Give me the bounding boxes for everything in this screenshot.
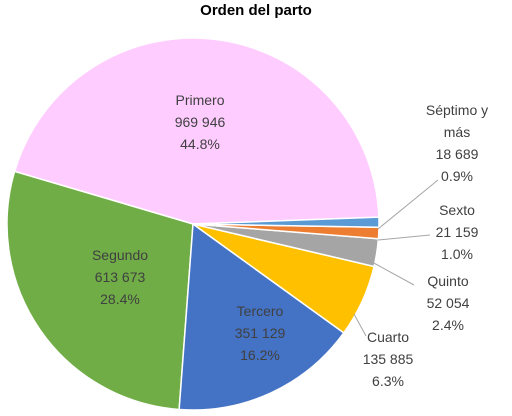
pie-slice bbox=[13, 37, 380, 225]
leader-line bbox=[353, 313, 367, 337]
slice-name: Quinto bbox=[427, 273, 469, 289]
slice-name: Tercero bbox=[236, 303, 284, 319]
value-label: 21 159 bbox=[435, 224, 479, 240]
value-label: 613 673 bbox=[94, 269, 146, 285]
chart-title: Orden del parto bbox=[200, 2, 312, 19]
value-label: 52 054 bbox=[426, 295, 470, 311]
pie-slice bbox=[6, 170, 194, 411]
percent-label: 2.4% bbox=[432, 317, 464, 333]
slice-name: Primero bbox=[175, 92, 225, 108]
value-label: 351 129 bbox=[234, 325, 286, 341]
value-label: 135 885 bbox=[362, 351, 414, 367]
pie-slice bbox=[178, 222, 345, 411]
percent-label: 6.3% bbox=[372, 373, 404, 389]
leader-line bbox=[377, 234, 431, 241]
slice-name: Séptimo y más bbox=[425, 102, 489, 140]
value-label: 18 689 bbox=[435, 146, 479, 162]
value-label: 969 946 bbox=[174, 114, 226, 130]
percent-label: 16.2% bbox=[240, 347, 280, 363]
slice-name: Sexto bbox=[439, 202, 475, 218]
percent-label: 28.4% bbox=[100, 291, 140, 307]
leader-line bbox=[377, 179, 439, 230]
percent-label: 1.0% bbox=[441, 246, 473, 262]
percent-label: 0.9% bbox=[441, 168, 473, 184]
pie-slice bbox=[192, 216, 380, 229]
slice-name: Cuarto bbox=[366, 329, 410, 345]
percent-label: 44.8% bbox=[180, 136, 220, 152]
leader-line bbox=[371, 261, 415, 286]
slice-name: Segundo bbox=[91, 247, 149, 263]
